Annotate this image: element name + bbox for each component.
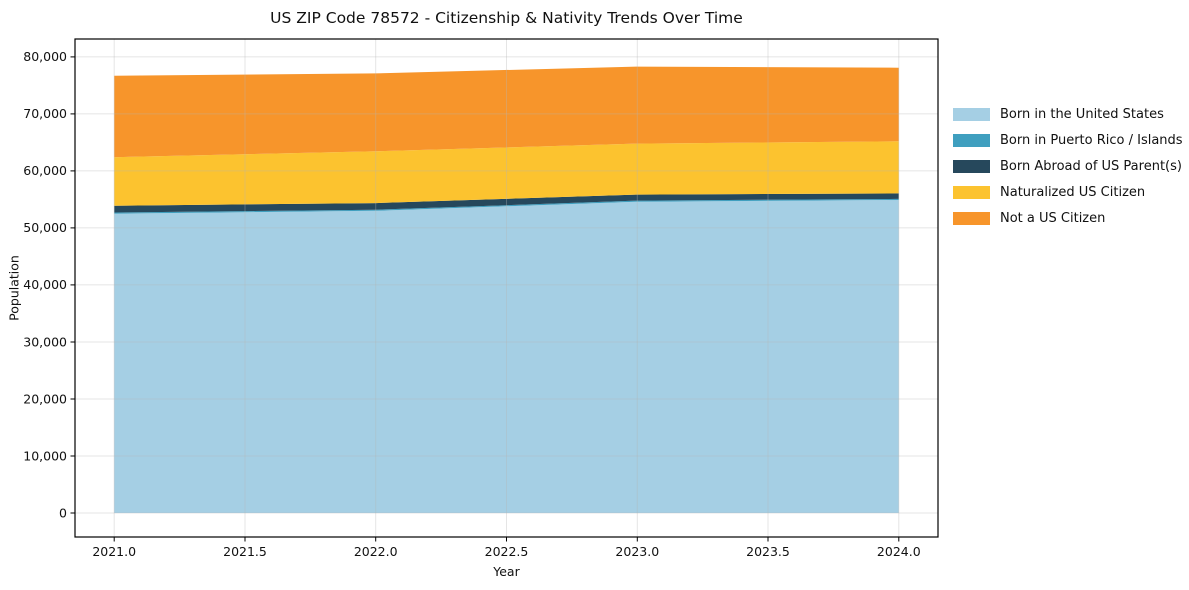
- axis-ticks: 2021.0 2021.5 2022.0 2022.5 2023.0 2023.5 2024…: [23, 49, 920, 559]
- legend-swatch: [953, 211, 990, 225]
- area-born-abroad-of-us-parent-s: [114, 193, 899, 213]
- gridlines: [75, 39, 938, 537]
- x-tick-label: 2021.0: [92, 544, 136, 559]
- y-tick-label: 50,000: [23, 220, 67, 235]
- y-tick-label: 10,000: [23, 448, 67, 463]
- area-series: [114, 66, 899, 513]
- x-tick-label: 2023.5: [746, 544, 790, 559]
- y-tick-label: 30,000: [23, 334, 67, 349]
- x-tick-label: 2022.5: [485, 544, 529, 559]
- legend-label: Naturalized US Citizen: [1000, 184, 1146, 200]
- legend-item: Born Abroad of US Parent(s): [953, 153, 1183, 179]
- y-tick-label: 80,000: [23, 49, 67, 64]
- x-tick-label: 2022.0: [354, 544, 398, 559]
- x-tick-label: 2024.0: [877, 544, 921, 559]
- legend-swatch: [953, 185, 990, 199]
- legend-item: Naturalized US Citizen: [953, 179, 1183, 205]
- y-tick-label: 20,000: [23, 391, 67, 406]
- x-tick-label: 2021.5: [223, 544, 267, 559]
- legend-item: Born in Puerto Rico / Islands: [953, 127, 1183, 153]
- legend-swatch: [953, 133, 990, 147]
- legend-swatch: [953, 159, 990, 173]
- area-not-a-us-citizen: [114, 66, 899, 158]
- y-tick-label: 70,000: [23, 106, 67, 121]
- y-axis-label: Population: [6, 255, 22, 321]
- legend-label: Born Abroad of US Parent(s): [1000, 158, 1182, 174]
- legend-label: Born in Puerto Rico / Islands: [1000, 132, 1183, 148]
- legend-swatch: [953, 107, 990, 121]
- chart-title: US ZIP Code 78572 - Citizenship & Nativi…: [270, 9, 743, 27]
- x-tick-label: 2023.0: [615, 544, 659, 559]
- area-naturalized-us-citizen: [114, 141, 899, 206]
- area-born-in-the-united-states: [114, 200, 899, 513]
- y-tick-label: 60,000: [23, 163, 67, 178]
- y-tick-label: 0: [59, 505, 67, 520]
- legend-label: Born in the United States: [1000, 106, 1164, 122]
- legend: Born in the United States Born in Puerto…: [953, 101, 1183, 231]
- y-tick-label: 40,000: [23, 277, 67, 292]
- area-born-in-puerto-rico-islands: [114, 198, 899, 214]
- legend-item: Born in the United States: [953, 101, 1183, 127]
- x-axis-label: Year: [493, 564, 520, 579]
- legend-label: Not a US Citizen: [1000, 210, 1106, 226]
- legend-item: Not a US Citizen: [953, 205, 1183, 231]
